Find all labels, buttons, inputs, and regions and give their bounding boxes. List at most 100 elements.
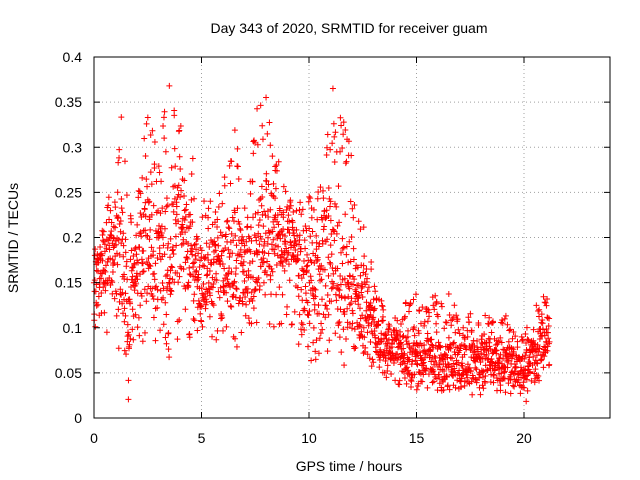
data-point [109, 256, 116, 263]
data-point [425, 306, 432, 313]
data-point [448, 322, 455, 329]
data-point [232, 232, 239, 239]
data-point [443, 319, 450, 326]
data-point [323, 152, 330, 159]
data-point [411, 324, 418, 331]
data-point [457, 378, 464, 385]
data-point [338, 349, 345, 356]
data-point [319, 296, 326, 303]
data-point [337, 272, 344, 279]
data-point [371, 319, 378, 326]
data-point [301, 237, 308, 244]
data-point [325, 272, 332, 279]
data-point [162, 334, 169, 341]
data-point [407, 300, 414, 307]
data-point [206, 268, 213, 275]
data-point [175, 182, 182, 189]
data-point [195, 271, 202, 278]
data-point [250, 274, 257, 281]
data-point [165, 240, 172, 247]
data-point [125, 377, 132, 384]
data-point [313, 232, 320, 239]
data-point [117, 286, 124, 293]
data-point [320, 187, 327, 194]
data-point [210, 281, 217, 288]
data-point [277, 235, 284, 242]
data-point [471, 346, 478, 353]
data-point [134, 221, 141, 228]
data-point [236, 221, 243, 228]
data-point [113, 312, 120, 319]
data-point [201, 255, 208, 262]
data-point [226, 265, 233, 272]
data-point [486, 314, 493, 321]
data-point [302, 290, 309, 297]
data-point [290, 253, 297, 260]
data-point [324, 306, 331, 313]
data-point [411, 332, 418, 339]
data-point [169, 247, 176, 254]
data-point [295, 293, 302, 300]
data-point [510, 382, 517, 389]
data-point [499, 317, 506, 324]
data-point [296, 241, 303, 248]
data-point [241, 277, 248, 284]
data-point [136, 244, 143, 251]
data-point [142, 153, 149, 160]
data-point [497, 387, 504, 394]
data-point [285, 261, 292, 268]
data-point [158, 229, 165, 236]
y-tick-label: 0.4 [63, 49, 83, 65]
data-point [226, 253, 233, 260]
data-point [199, 323, 206, 330]
data-point [319, 216, 326, 223]
data-point [249, 258, 256, 265]
data-point [151, 139, 158, 146]
data-point [316, 271, 323, 278]
data-point [319, 326, 326, 333]
data-point [161, 135, 168, 142]
data-point [270, 180, 277, 187]
data-point [173, 242, 180, 249]
data-point [228, 268, 235, 275]
data-point [144, 114, 151, 121]
data-point [124, 321, 131, 328]
data-point [233, 265, 240, 272]
data-point [193, 246, 200, 253]
data-point [309, 228, 316, 235]
data-point [304, 343, 311, 350]
data-point [460, 324, 467, 331]
data-point [239, 300, 246, 307]
data-point [263, 178, 270, 185]
data-point [378, 302, 385, 309]
data-point [504, 364, 511, 371]
data-point [186, 334, 193, 341]
data-point [333, 203, 340, 210]
data-point [487, 378, 494, 385]
data-point [510, 348, 517, 355]
data-point [247, 224, 254, 231]
data-point [215, 242, 222, 249]
data-point [239, 233, 246, 240]
data-point [488, 356, 495, 363]
data-point [147, 226, 154, 233]
data-point [184, 255, 191, 262]
data-point [99, 231, 106, 238]
y-tick-label: 0.3 [63, 139, 83, 155]
data-point [193, 267, 200, 274]
data-point [203, 272, 210, 279]
y-tick-label: 0 [74, 410, 82, 426]
data-point [213, 270, 220, 277]
data-point [324, 236, 331, 243]
data-point [169, 276, 176, 283]
data-point [361, 334, 368, 341]
data-point [420, 371, 427, 378]
data-point [119, 300, 126, 307]
data-point [232, 335, 239, 342]
data-point [151, 276, 158, 283]
data-point [257, 102, 264, 109]
data-point [182, 213, 189, 220]
data-point [175, 279, 182, 286]
data-point [313, 239, 320, 246]
data-point [464, 361, 471, 368]
